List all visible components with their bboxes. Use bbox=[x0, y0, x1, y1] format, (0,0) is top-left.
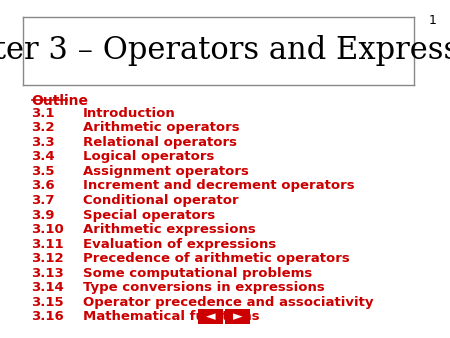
Text: Outline: Outline bbox=[32, 94, 89, 108]
Text: Introduction: Introduction bbox=[83, 107, 176, 120]
Text: 3.15: 3.15 bbox=[32, 296, 64, 309]
Text: 3.3: 3.3 bbox=[32, 136, 55, 149]
Text: 3.6: 3.6 bbox=[32, 179, 55, 192]
Text: Conditional operator: Conditional operator bbox=[83, 194, 239, 207]
Text: 3.9: 3.9 bbox=[32, 209, 55, 221]
Text: Type conversions in expressions: Type conversions in expressions bbox=[83, 281, 325, 294]
Text: Logical operators: Logical operators bbox=[83, 150, 215, 163]
Text: 3.16: 3.16 bbox=[32, 310, 64, 323]
Text: ◄: ◄ bbox=[206, 310, 215, 323]
Text: 3.7: 3.7 bbox=[32, 194, 55, 207]
Text: 3.2: 3.2 bbox=[32, 121, 55, 134]
Text: Assignment operators: Assignment operators bbox=[83, 165, 249, 178]
Text: Precedence of arithmetic operators: Precedence of arithmetic operators bbox=[83, 252, 350, 265]
Text: 3.12: 3.12 bbox=[32, 252, 64, 265]
Text: 3.14: 3.14 bbox=[32, 281, 64, 294]
Text: 3.10: 3.10 bbox=[32, 223, 64, 236]
Text: Arithmetic expressions: Arithmetic expressions bbox=[83, 223, 256, 236]
Text: 3.13: 3.13 bbox=[32, 267, 64, 280]
Text: Some computational problems: Some computational problems bbox=[83, 267, 312, 280]
Text: Operator precedence and associativity: Operator precedence and associativity bbox=[83, 296, 374, 309]
Text: Mathematical functions: Mathematical functions bbox=[83, 310, 260, 323]
Text: 3.1: 3.1 bbox=[32, 107, 55, 120]
Text: 3.5: 3.5 bbox=[32, 165, 55, 178]
Text: Arithmetic operators: Arithmetic operators bbox=[83, 121, 240, 134]
Text: Special operators: Special operators bbox=[83, 209, 216, 221]
Text: Evaluation of expressions: Evaluation of expressions bbox=[83, 238, 276, 250]
Text: 3.11: 3.11 bbox=[32, 238, 64, 250]
Text: Chapter 3 – Operators and Expressions: Chapter 3 – Operators and Expressions bbox=[0, 35, 450, 66]
Text: 3.4: 3.4 bbox=[32, 150, 55, 163]
Text: ►: ► bbox=[233, 310, 242, 323]
Text: Increment and decrement operators: Increment and decrement operators bbox=[83, 179, 355, 192]
Text: Relational operators: Relational operators bbox=[83, 136, 237, 149]
Text: 1: 1 bbox=[428, 14, 436, 26]
